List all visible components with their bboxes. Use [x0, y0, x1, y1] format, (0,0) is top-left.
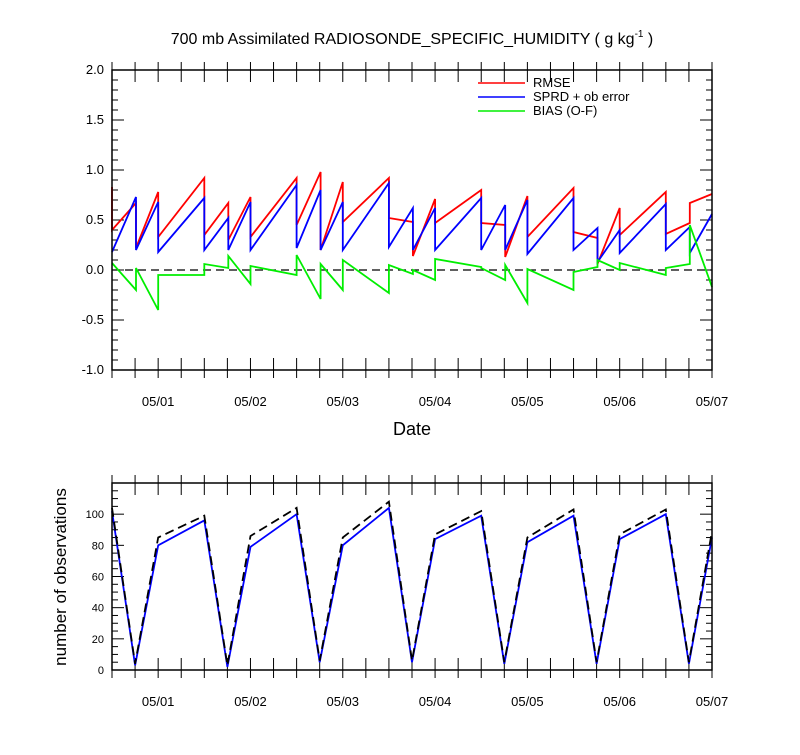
legend: RMSE SPRD + ob error BIAS (O-F) [478, 75, 630, 118]
y-tick-label: 2.0 [86, 62, 104, 77]
y-tick-label: 60 [92, 572, 104, 584]
x-tick-label: 05/06 [603, 694, 636, 709]
legend-label-sprd: SPRD + ob error [533, 89, 630, 104]
y-tick-label: 80 [92, 540, 104, 552]
chart-title: 700 mb Assimilated RADIOSONDE_SPECIFIC_H… [171, 29, 654, 48]
chart-title-superscript: -1 [635, 29, 644, 40]
x-tick-label: 05/07 [696, 394, 729, 409]
y-tick-label: 0.0 [86, 262, 104, 277]
series-line-bias-o-f [111, 224, 713, 311]
legend-label-bias: BIAS (O-F) [533, 103, 597, 118]
x-tick-label: 05/02 [234, 694, 267, 709]
legend-label-rmse: RMSE [533, 75, 571, 90]
y-axis-label-observations: number of observations [51, 488, 70, 666]
series-line-assimilated-observations [111, 506, 713, 668]
y-tick-label: 1.5 [86, 112, 104, 127]
chart-title-end: ) [643, 31, 653, 48]
x-tick-label: 05/04 [419, 694, 452, 709]
series-line-sprd-ob-error [111, 180, 713, 265]
x-tick-label: 05/05 [511, 394, 544, 409]
y-tick-label: -0.5 [82, 312, 104, 327]
bottom-series-group [111, 500, 713, 668]
x-tick-label: 05/02 [234, 394, 267, 409]
top-panel: -1.0 -0.5 0.0 0.5 1.0 1.5 2.0 05/01 05/02 05/03 05… [82, 62, 729, 439]
chart-title-main: 700 mb Assimilated RADIOSONDE_SPECIFIC_H… [171, 31, 635, 48]
top-plot-frame [111, 69, 713, 371]
y-tick-label: 0 [98, 665, 104, 677]
series-line-total-observations [111, 500, 713, 666]
top-tick-labels: -1.0 -0.5 0.0 0.5 1.0 1.5 2.0 05/01 05/02 05/03 05… [82, 62, 729, 409]
bottom-panel: 0 20 40 60 80 100 05/01 05/02 05/03 05/04 05/05 05/… [51, 475, 728, 709]
y-tick-label: 20 [92, 634, 104, 646]
x-tick-label: 05/06 [603, 394, 636, 409]
x-tick-label: 05/07 [696, 694, 729, 709]
y-tick-label: -1.0 [82, 362, 104, 377]
x-tick-label: 05/03 [326, 694, 359, 709]
y-tick-label: 1.0 [86, 162, 104, 177]
y-tick-label: 0.5 [86, 212, 104, 227]
x-tick-label: 05/04 [419, 394, 452, 409]
x-tick-label: 05/05 [511, 694, 544, 709]
x-axis-label: Date [393, 419, 431, 439]
top-series-group [111, 171, 713, 311]
bottom-tick-labels: 0 20 40 60 80 100 05/01 05/02 05/03 05/04 05/05 05/… [86, 509, 729, 709]
x-tick-label: 05/03 [326, 394, 359, 409]
x-tick-label: 05/01 [142, 694, 175, 709]
y-tick-label: 40 [92, 603, 104, 615]
bottom-plot-frame [111, 482, 713, 671]
x-tick-label: 05/01 [142, 394, 175, 409]
bottom-ticks [111, 475, 713, 678]
y-tick-label: 100 [86, 509, 104, 521]
